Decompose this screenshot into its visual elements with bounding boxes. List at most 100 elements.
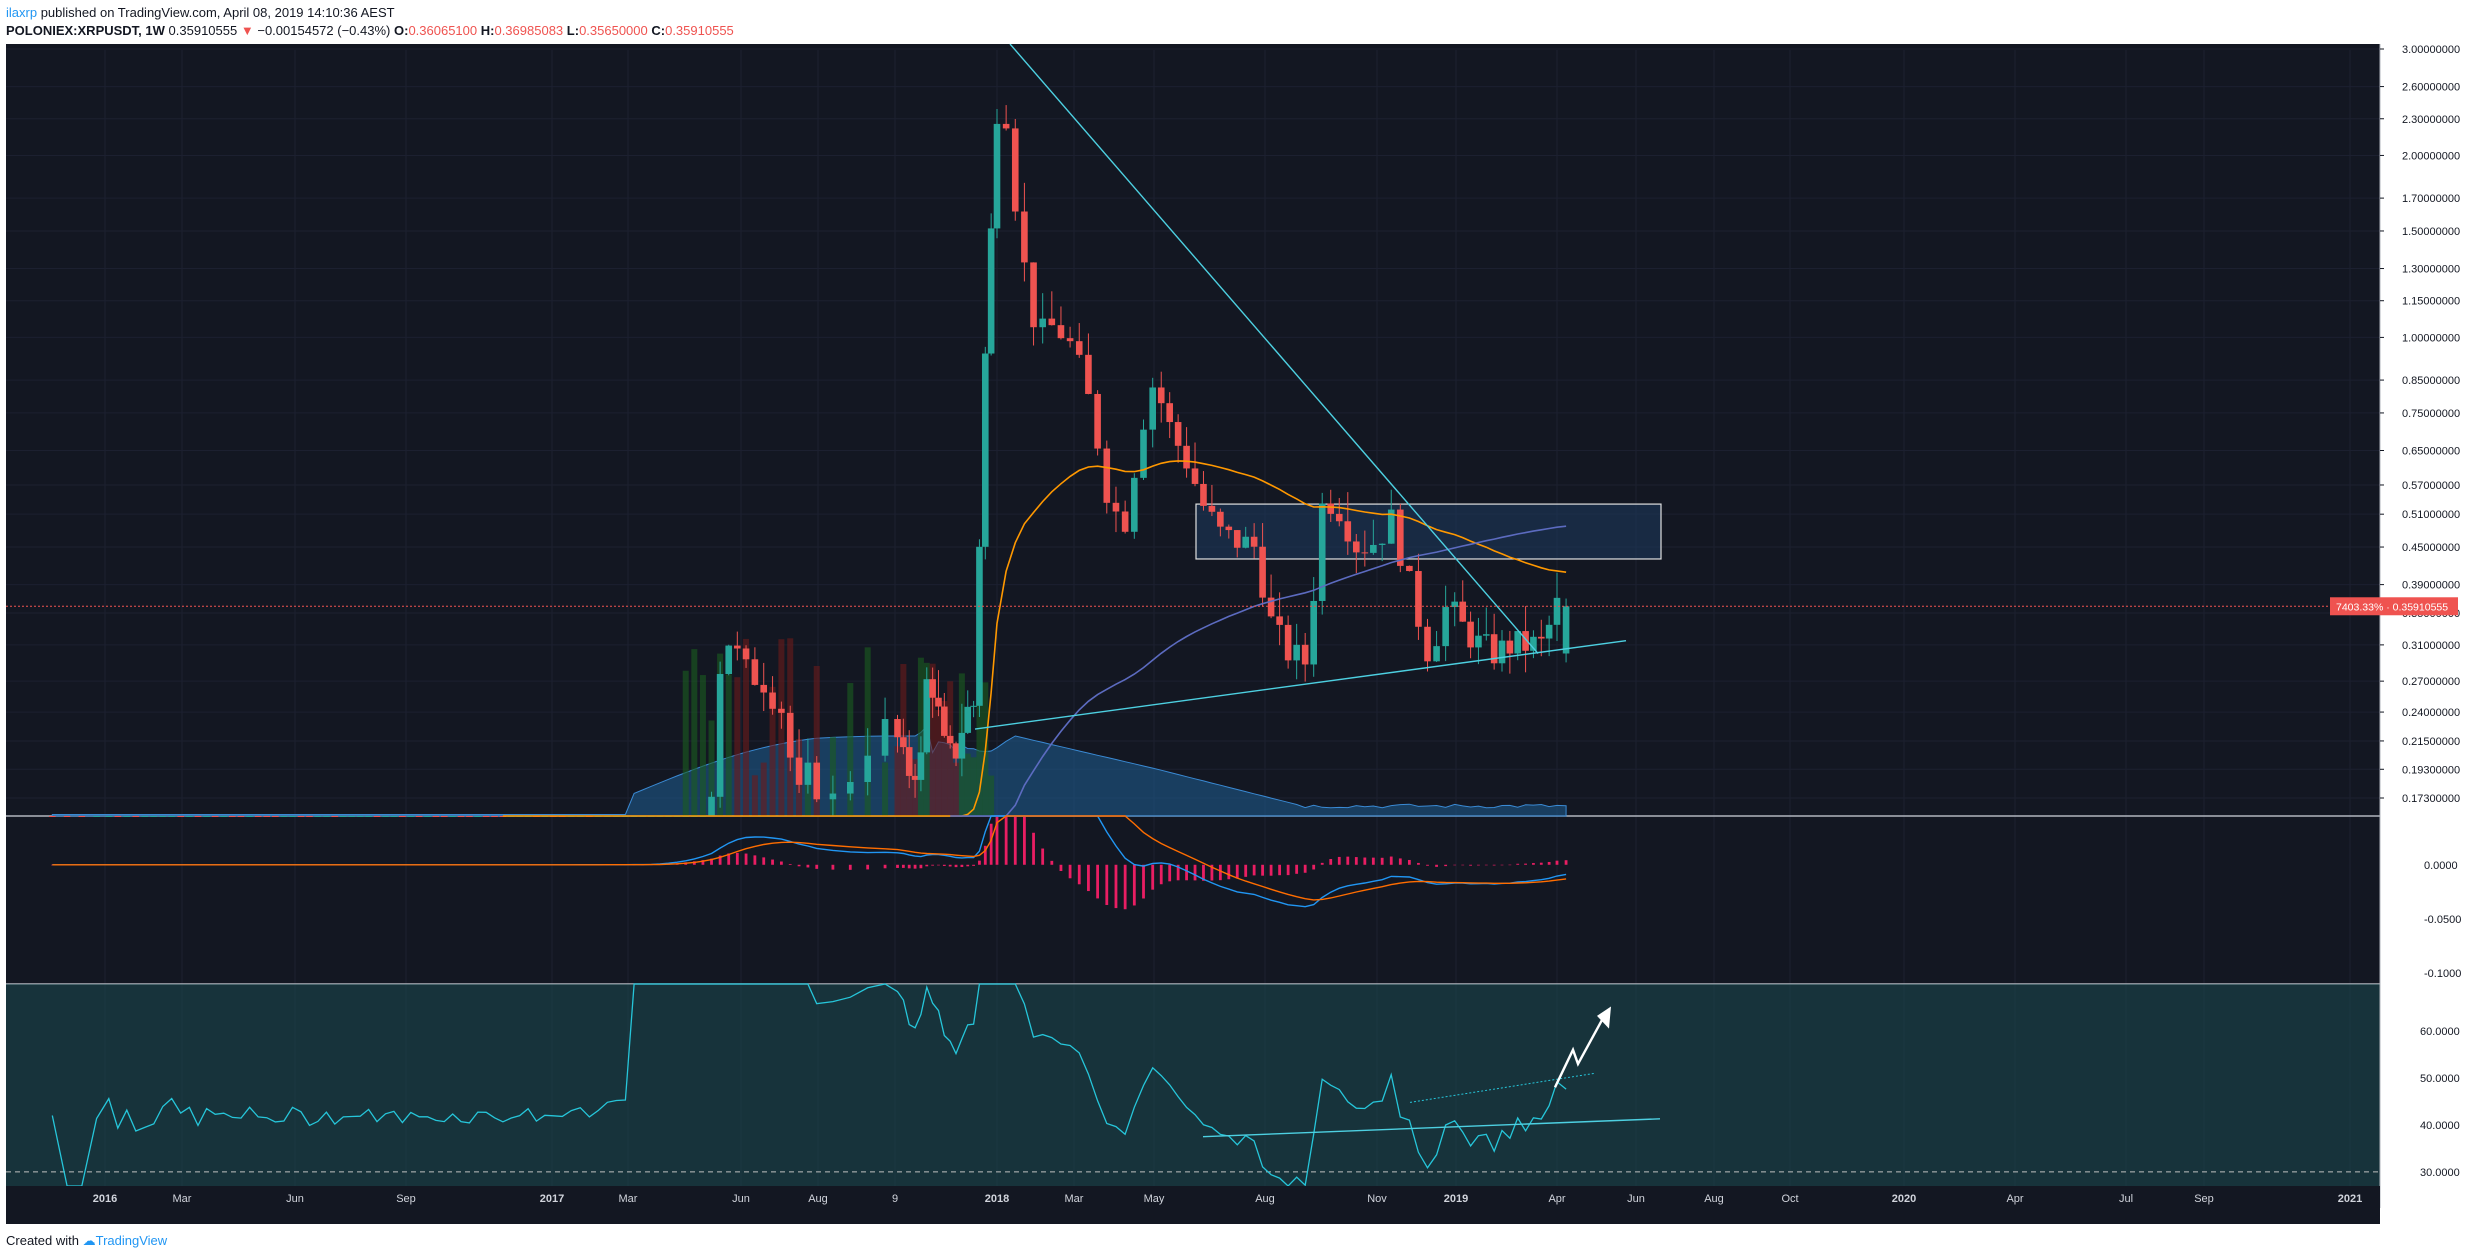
candle-body <box>846 782 854 794</box>
candle-body <box>1459 601 1467 622</box>
macd-histogram-bar <box>1210 864 1214 881</box>
price-pane[interactable] <box>6 44 2380 817</box>
last-price: 0.35910555 <box>168 23 238 38</box>
candle-body <box>323 816 330 817</box>
low-label: L: <box>566 23 580 38</box>
price-change: −0.00154572 (−0.43%) <box>257 23 391 38</box>
macd-histogram-bar <box>815 864 819 869</box>
low-value: 0.35650000 <box>579 23 648 38</box>
candle-body <box>424 816 431 817</box>
candle-body <box>449 816 456 817</box>
macd-histogram-bar <box>1252 864 1256 876</box>
volume-bar <box>813 665 820 816</box>
candle-body <box>306 816 313 817</box>
descending-trendline[interactable] <box>1009 44 1539 654</box>
price-axis-tick-label: 0.19300000 <box>2402 764 2460 776</box>
macd-histogram-bar <box>1444 864 1448 867</box>
time-axis-tick-label: Aug <box>1704 1193 1724 1205</box>
candle-body <box>1451 601 1459 608</box>
rsi-axis-tick-label: 50.0000 <box>2420 1073 2460 1085</box>
rsi-support-trendline[interactable] <box>1202 1118 1661 1138</box>
candle-body <box>935 697 942 707</box>
candle-body <box>964 706 972 733</box>
macd-histogram-bar <box>762 857 766 865</box>
candle-body <box>1284 624 1292 661</box>
resistance-zone-box[interactable] <box>1195 503 1662 560</box>
macd-histogram-bar <box>710 858 713 865</box>
candle-body <box>970 705 977 707</box>
candle-body <box>725 645 733 674</box>
volume-bar <box>953 762 960 816</box>
candle-body <box>917 752 925 780</box>
volume-bar <box>691 649 698 816</box>
macd-histogram-bar <box>797 864 801 867</box>
candle-body <box>132 816 140 817</box>
macd-histogram-bar <box>1539 862 1543 865</box>
projection-arrow[interactable] <box>1553 1013 1607 1088</box>
volume-bar <box>682 670 689 816</box>
candle-body <box>1242 536 1249 548</box>
macd-histogram-bar <box>1202 864 1205 881</box>
projection-arrow-head-icon <box>1597 1006 1611 1029</box>
candle-body <box>1066 338 1074 342</box>
volume-bar <box>929 663 936 816</box>
macd-histogram-bar <box>966 864 970 867</box>
candle-body <box>1310 600 1317 665</box>
macd-histogram-bar <box>1159 864 1163 885</box>
time-axis-tick-label: May <box>1144 1193 1165 1205</box>
candle-body <box>1397 509 1404 566</box>
rsi-line <box>51 983 1567 1187</box>
candle-body <box>1217 511 1224 527</box>
ema-line <box>502 460 1567 817</box>
macd-histogram-bar <box>1380 857 1384 865</box>
macd-histogram-bar <box>727 853 731 865</box>
rsi-dotted-trendline[interactable] <box>1409 1072 1596 1103</box>
macd-histogram-bar <box>1389 856 1393 865</box>
rsi-pane[interactable] <box>6 983 2380 1187</box>
time-axis-tick-label: 2016 <box>93 1193 117 1205</box>
candle-body <box>1370 544 1377 553</box>
macd-histogram-bar <box>1295 864 1299 874</box>
time-axis-tick-label: Aug <box>1255 1193 1275 1205</box>
candle-body <box>946 735 954 744</box>
tradingview-brand[interactable]: TradingView <box>95 1233 168 1248</box>
ascending-trendline[interactable] <box>974 639 1627 730</box>
candle-body <box>742 648 750 660</box>
volume-bar <box>970 757 977 816</box>
volume-bar <box>769 686 776 816</box>
macd-histogram-bar <box>925 864 929 867</box>
macd-histogram-bar <box>1312 864 1316 870</box>
time-axis-tick-label: Mar <box>619 1193 638 1205</box>
macd-histogram-bar <box>1068 864 1072 879</box>
candle-body <box>1301 644 1309 665</box>
time-axis-tick-label: Aug <box>808 1193 828 1205</box>
footer: Created with ☁TradingView <box>6 1233 167 1249</box>
time-axis-tick-label: 2018 <box>985 1193 1009 1205</box>
candle-body <box>237 816 245 817</box>
candle-body <box>105 816 113 817</box>
time-axis-tick-label: Apr <box>1548 1193 1565 1205</box>
macd-histogram-bar <box>1508 864 1512 866</box>
candle-body <box>1562 606 1570 654</box>
macd-pane[interactable] <box>50 815 1568 910</box>
tradingview-logo-icon[interactable]: ☁ <box>82 1233 96 1248</box>
candle-body <box>1057 325 1065 339</box>
candle-body <box>1361 552 1369 554</box>
candle-body <box>900 737 907 748</box>
time-axis-tick-label: 2017 <box>540 1193 564 1205</box>
price-axis-tick-label: 0.21500000 <box>2402 736 2460 748</box>
price-axis-tick-label: 1.30000000 <box>2402 264 2460 276</box>
candle-body <box>976 546 983 706</box>
price-axis-tick-label: 0.75000000 <box>2402 408 2460 420</box>
time-axis-tick-label: Mar <box>1065 1193 1084 1205</box>
author-name[interactable]: ilaxrp <box>6 5 38 20</box>
candle-body <box>203 816 210 817</box>
price-axis-tick-label: 1.00000000 <box>2402 332 2460 344</box>
close-value: 0.35910555 <box>665 23 734 38</box>
macd-histogram-bar <box>1269 864 1273 876</box>
tradingview-chart[interactable]: 3.00000000 2.60000000 2.30000000 2.00000000… <box>0 44 2468 1230</box>
volume-bar <box>935 710 942 816</box>
axes: 3.00000000 2.60000000 2.30000000 2.00000000… <box>6 44 2461 1210</box>
candle-body <box>1233 530 1241 548</box>
volume-bar <box>734 677 741 816</box>
